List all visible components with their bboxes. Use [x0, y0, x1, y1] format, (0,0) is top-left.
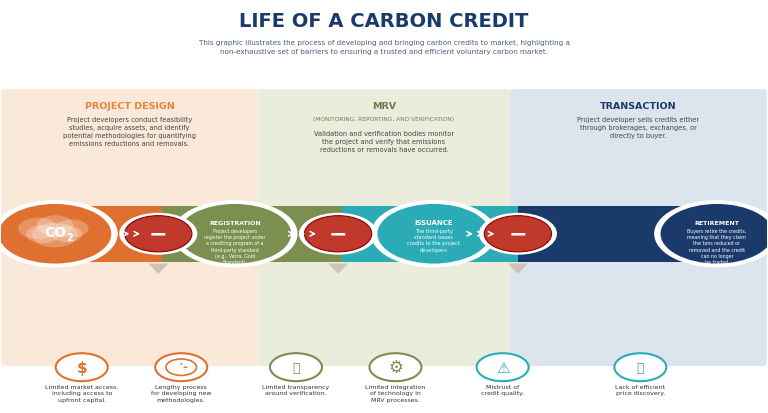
- Text: −: −: [149, 224, 167, 244]
- Text: −: −: [508, 224, 527, 244]
- Text: MRV: MRV: [372, 102, 396, 111]
- Circle shape: [18, 218, 58, 240]
- Text: Buyers retire the credits,
meaning that they claim
the tons reduced or
removed a: Buyers retire the credits, meaning that …: [687, 228, 746, 264]
- Text: RETIREMENT: RETIREMENT: [694, 220, 740, 225]
- Text: Lengthy process
for developing new
methodologies.: Lengthy process for developing new metho…: [151, 384, 211, 402]
- Text: CO: CO: [44, 225, 66, 239]
- Text: 2: 2: [66, 233, 73, 243]
- Circle shape: [376, 204, 491, 265]
- Circle shape: [26, 225, 60, 244]
- Circle shape: [172, 201, 297, 268]
- Circle shape: [55, 220, 88, 238]
- Circle shape: [479, 213, 557, 255]
- Polygon shape: [508, 264, 528, 274]
- Text: Validation and verification bodies monitor
the project and verify that emissions: Validation and verification bodies monit…: [314, 131, 454, 152]
- Circle shape: [371, 201, 496, 268]
- Text: Mistrust of
credit quality.: Mistrust of credit quality.: [482, 384, 524, 395]
- Text: ISSUANCE: ISSUANCE: [415, 220, 453, 225]
- Text: Limited integration
of technology in
MRV processes.: Limited integration of technology in MRV…: [366, 384, 425, 402]
- Circle shape: [660, 204, 768, 265]
- FancyBboxPatch shape: [2, 90, 258, 366]
- Bar: [162, 206, 342, 262]
- Text: Lack of efficient
price discovery.: Lack of efficient price discovery.: [615, 384, 665, 395]
- Circle shape: [124, 216, 192, 252]
- Circle shape: [0, 201, 118, 268]
- FancyBboxPatch shape: [510, 90, 766, 366]
- Circle shape: [304, 216, 372, 252]
- Text: The third-party
standard issues
credits to the project
developers: The third-party standard issues credits …: [407, 228, 460, 252]
- Circle shape: [614, 354, 667, 381]
- Circle shape: [270, 354, 322, 381]
- Circle shape: [177, 204, 292, 265]
- Circle shape: [485, 216, 551, 252]
- Text: Limited transparency
around verification.: Limited transparency around verification…: [263, 384, 329, 395]
- Text: Project developers conduct feasibility
studies, acquire assets, and identify
pot: Project developers conduct feasibility s…: [63, 117, 196, 147]
- Text: $: $: [77, 360, 87, 375]
- Circle shape: [52, 226, 82, 243]
- Circle shape: [477, 354, 528, 381]
- Polygon shape: [148, 264, 168, 274]
- Circle shape: [32, 223, 78, 248]
- Circle shape: [155, 354, 207, 381]
- Text: Project developers
register the project under
a crediting program of a
third-par: Project developers register the project …: [204, 228, 266, 264]
- Text: Limited market access,
including access to
upfront capital.: Limited market access, including access …: [45, 384, 118, 402]
- Circle shape: [37, 216, 73, 235]
- Text: LIFE OF A CARBON CREDIT: LIFE OF A CARBON CREDIT: [240, 12, 528, 31]
- Circle shape: [56, 354, 108, 381]
- Circle shape: [119, 213, 197, 255]
- Circle shape: [654, 201, 768, 268]
- Polygon shape: [328, 264, 348, 274]
- Text: REGISTRATION: REGISTRATION: [209, 220, 260, 225]
- Text: 🤝: 🤝: [293, 361, 300, 374]
- Bar: [518, 206, 743, 262]
- Circle shape: [0, 204, 112, 265]
- Text: −: −: [329, 224, 347, 244]
- Text: TRANSACTION: TRANSACTION: [600, 102, 677, 111]
- Circle shape: [369, 354, 422, 381]
- Text: PROJECT DESIGN: PROJECT DESIGN: [84, 102, 174, 111]
- Bar: [40, 206, 162, 262]
- Text: (MONITORING, REPORTING, AND VERIFICATION): (MONITORING, REPORTING, AND VERIFICATION…: [313, 117, 455, 122]
- Text: ⚙: ⚙: [388, 358, 403, 376]
- FancyBboxPatch shape: [258, 90, 510, 366]
- Text: This graphic illustrates the process of developing and bringing carbon credits t: This graphic illustrates the process of …: [199, 40, 569, 55]
- Text: ⚠: ⚠: [496, 360, 509, 375]
- Text: Project developer sells credits either
through brokerages, exchanges, or
directl: Project developer sells credits either t…: [578, 117, 700, 139]
- Circle shape: [299, 213, 377, 255]
- Bar: [342, 206, 518, 262]
- Text: 🔍: 🔍: [637, 361, 644, 374]
